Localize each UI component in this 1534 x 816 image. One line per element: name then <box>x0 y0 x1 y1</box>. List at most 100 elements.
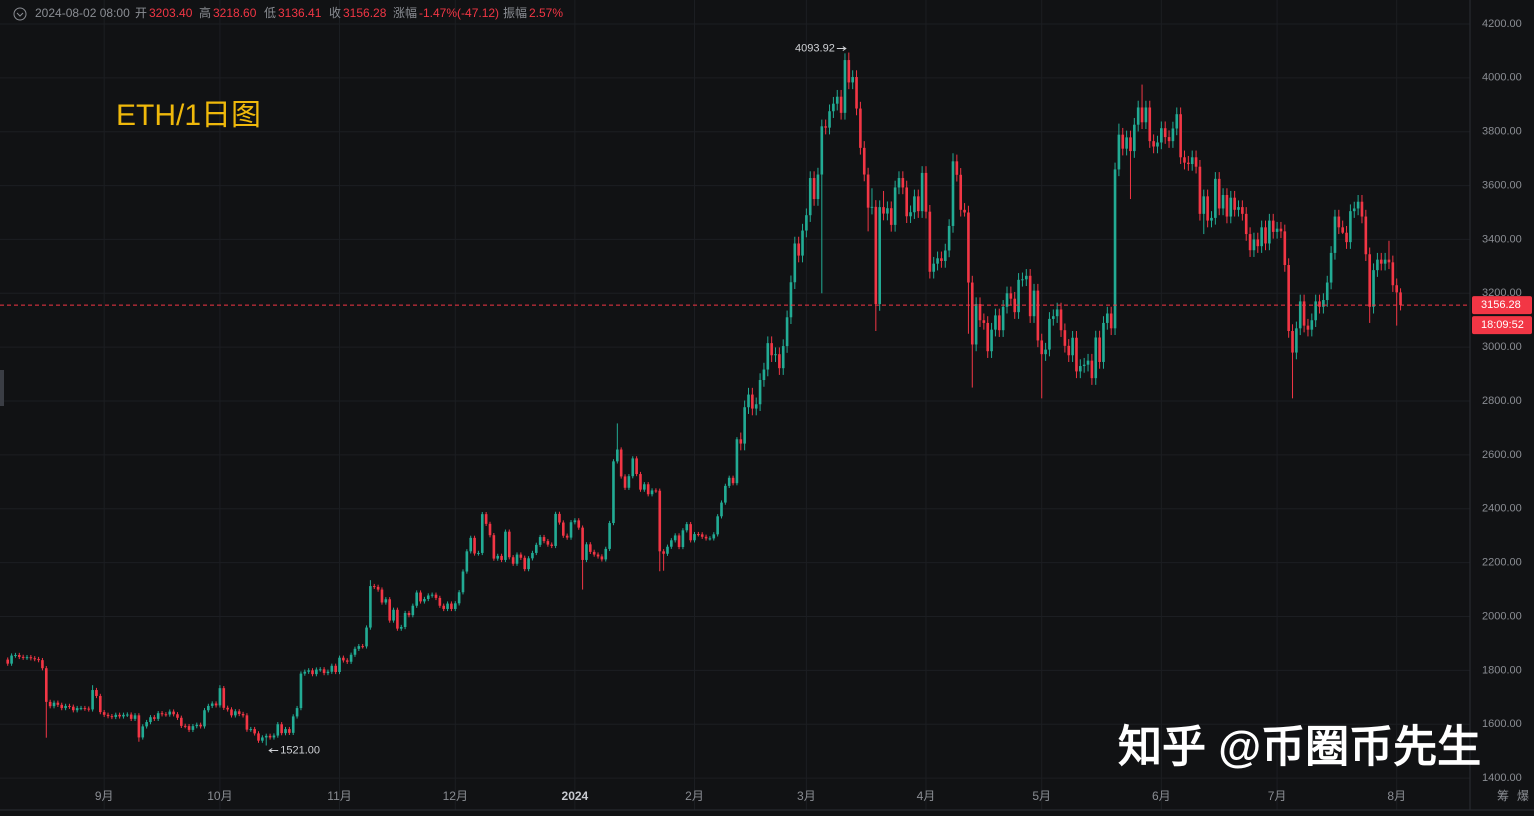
candle-body <box>434 594 438 598</box>
candle-body <box>573 520 577 523</box>
candle-body <box>315 669 318 675</box>
candle-body <box>1379 259 1383 264</box>
candle-body <box>338 657 341 672</box>
candle-body <box>1129 137 1132 152</box>
candle-body <box>1063 330 1067 346</box>
candle-body <box>589 544 592 552</box>
y-tick-label: 4000.00 <box>1482 72 1522 84</box>
candle-body <box>1372 270 1375 307</box>
header-value: -1.47%(-47.12) <box>419 6 499 20</box>
tool-button[interactable]: 筹 <box>1497 789 1509 803</box>
candle-body <box>14 655 17 657</box>
candle-body <box>793 243 797 283</box>
candle-body <box>311 670 314 675</box>
candle-body <box>558 513 561 523</box>
candle-body <box>1028 275 1032 317</box>
candle-body <box>492 535 496 559</box>
candle-body <box>963 209 966 213</box>
candle-body <box>17 655 21 657</box>
candle-body <box>419 592 422 602</box>
candle-body <box>172 711 175 715</box>
candle-body <box>974 304 978 345</box>
candle-body <box>372 586 376 588</box>
candle-body <box>1279 228 1283 232</box>
candle-body <box>102 712 106 715</box>
candle-body <box>60 704 64 709</box>
candle-body <box>1391 262 1395 286</box>
candle-body <box>1295 328 1298 353</box>
candle-body <box>218 688 222 706</box>
candle-body <box>1264 227 1267 244</box>
candle-body <box>970 282 974 345</box>
candle-body <box>25 657 29 659</box>
candle-body <box>457 592 461 604</box>
candle-body <box>56 702 60 705</box>
candle-body <box>461 571 465 593</box>
candle-body <box>1079 366 1082 372</box>
candle-body <box>164 714 168 716</box>
candle-body <box>720 502 723 517</box>
y-tick-label: 1400.00 <box>1482 772 1522 784</box>
y-tick-label: 2200.00 <box>1482 557 1522 569</box>
candle-body <box>376 586 380 590</box>
candle-body <box>245 715 249 730</box>
candle-body <box>901 178 905 188</box>
candle-body <box>1036 290 1040 341</box>
candle-body <box>129 714 133 719</box>
y-tick-label: 1600.00 <box>1482 718 1522 730</box>
candle-body <box>596 554 600 557</box>
candle-body <box>550 544 554 546</box>
candle-body <box>237 711 241 715</box>
candle-body <box>1364 216 1368 255</box>
candle-body <box>496 555 500 559</box>
y-tick-label: 3800.00 <box>1482 126 1522 138</box>
candle-body <box>1144 107 1148 123</box>
collapse-icon[interactable] <box>13 7 27 21</box>
candle-body <box>1136 107 1140 125</box>
header-value: 3218.60 <box>213 6 257 20</box>
candle-body <box>442 605 446 609</box>
tool-button[interactable]: 爆 <box>1517 789 1529 803</box>
candle-body <box>396 609 399 629</box>
candle-body <box>538 537 542 545</box>
candle-body <box>176 714 179 718</box>
candle-body <box>91 690 94 710</box>
candle-body <box>268 735 272 738</box>
candle-body <box>600 556 604 560</box>
candle-body <box>1048 318 1051 350</box>
candle-body <box>1383 259 1387 264</box>
candle-body <box>1399 292 1402 306</box>
candle-body <box>542 537 546 542</box>
candle-body <box>805 215 808 231</box>
y-tick-label: 2600.00 <box>1482 449 1522 461</box>
candle-body <box>446 603 449 609</box>
candle-body <box>388 599 391 621</box>
candle-body <box>592 551 596 555</box>
candle-body <box>650 490 654 495</box>
candle-body <box>1244 213 1248 235</box>
y-tick-label: 3000.00 <box>1482 341 1522 353</box>
header-value: 3203.40 <box>149 6 193 20</box>
header-label: 涨幅 <box>393 5 417 20</box>
header-value: 3156.28 <box>343 6 387 20</box>
candle-body <box>654 490 658 492</box>
x-tick-label: 10月 <box>207 789 232 803</box>
candle-body <box>766 343 770 370</box>
candle-body <box>924 172 928 212</box>
candle-body <box>68 705 71 707</box>
candle-body <box>778 354 781 369</box>
candle-body <box>21 656 25 658</box>
candle-body <box>1345 232 1348 243</box>
candle-body <box>380 589 384 603</box>
candle-body <box>862 147 866 175</box>
candle-body <box>604 548 608 560</box>
candle-body <box>1325 282 1329 301</box>
candle-body <box>326 671 330 674</box>
candle-body <box>1024 275 1028 280</box>
candle-body <box>1322 300 1325 307</box>
candle-body <box>554 513 557 546</box>
candle-body <box>264 735 268 738</box>
candle-body <box>1318 301 1321 307</box>
side-handle[interactable] <box>0 370 4 406</box>
